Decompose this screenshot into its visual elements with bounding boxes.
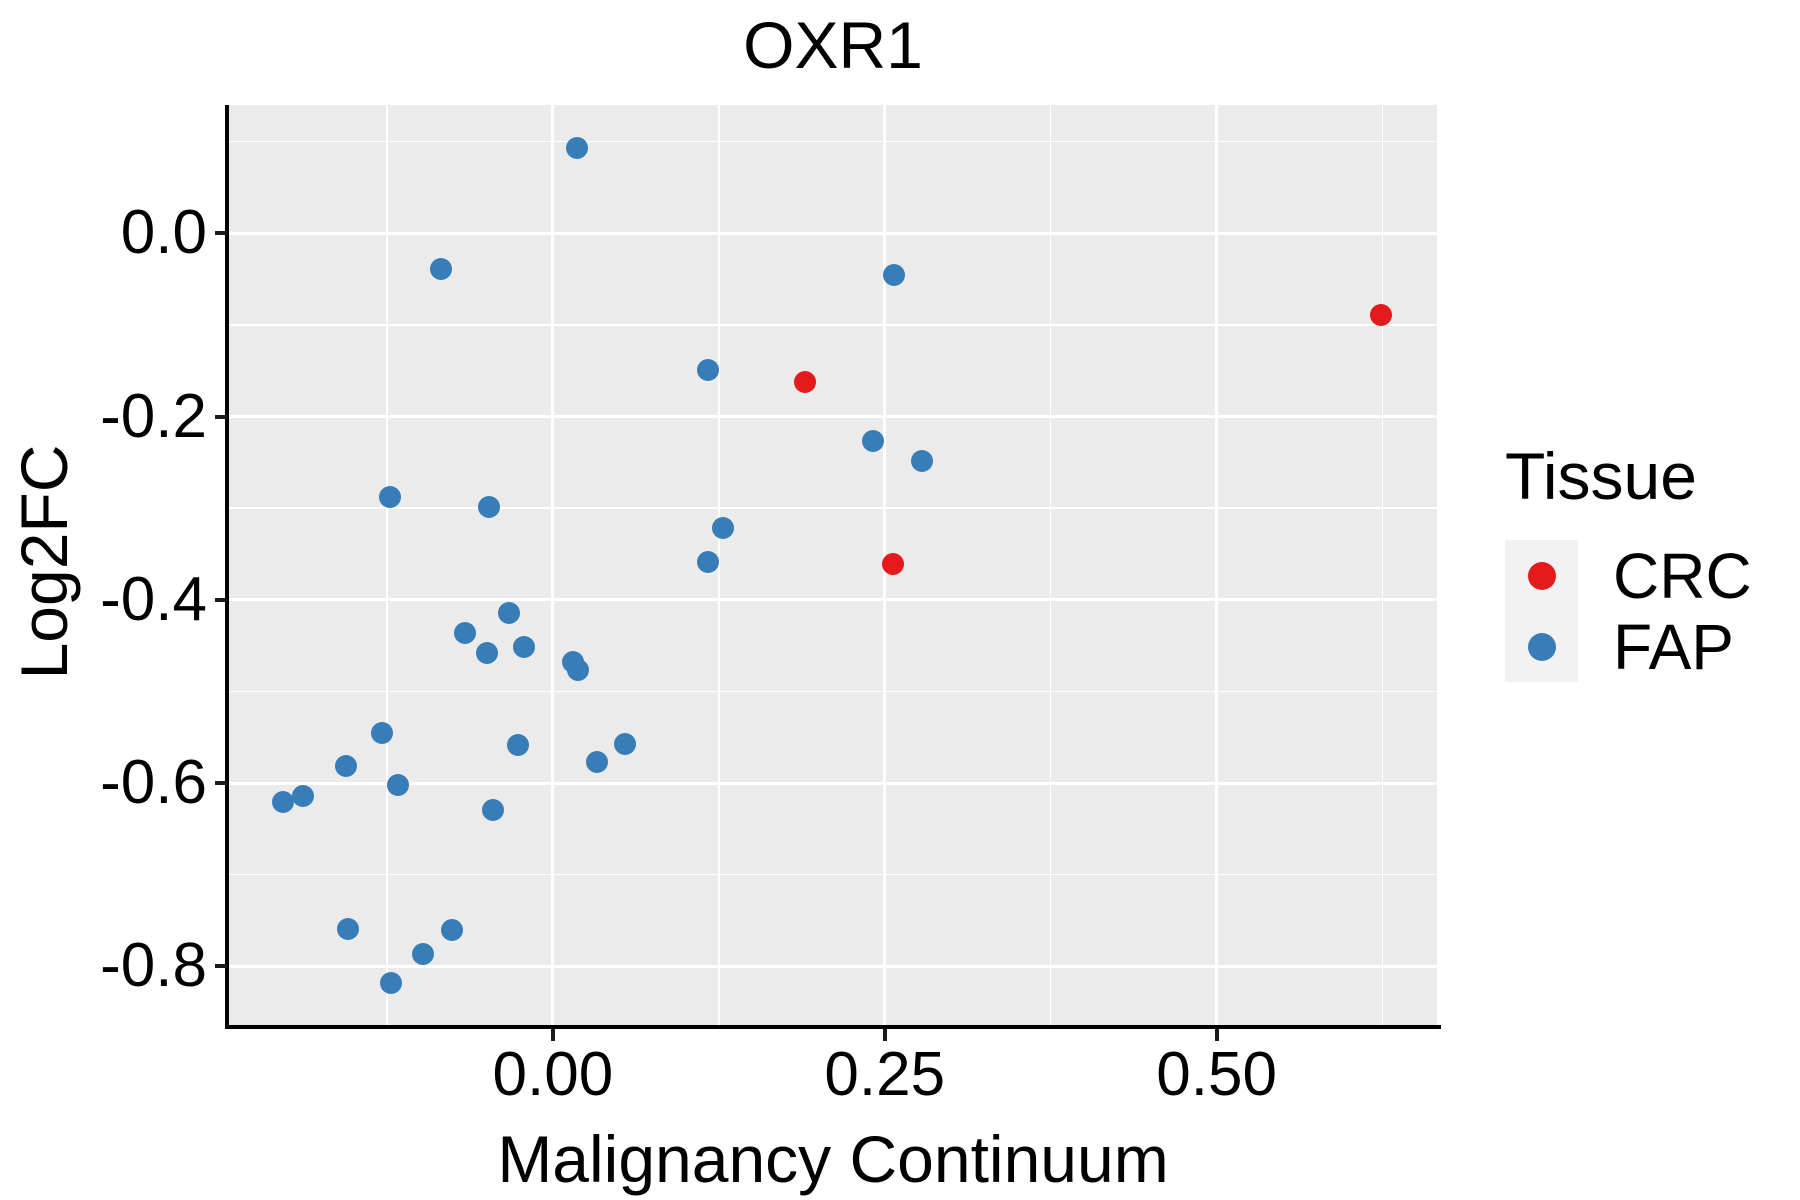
data-point-fap bbox=[378, 486, 401, 509]
major-gridline-y bbox=[229, 231, 1437, 235]
legend-label: CRC bbox=[1613, 539, 1752, 612]
y-tick-label: 0.0 bbox=[120, 198, 207, 268]
plot-panel bbox=[229, 105, 1437, 1025]
data-point-fap bbox=[430, 258, 453, 281]
y-axis-title: Log2FC bbox=[7, 444, 81, 680]
minor-gridline-x bbox=[1049, 105, 1052, 1025]
minor-gridline-x bbox=[386, 105, 388, 1025]
y-tick-mark bbox=[215, 231, 227, 236]
major-gridline-y bbox=[229, 598, 1437, 602]
y-tick-mark bbox=[215, 964, 227, 969]
minor-gridline-y bbox=[229, 873, 1437, 876]
legend-dot-fap bbox=[1527, 632, 1556, 661]
y-tick-label: -0.4 bbox=[100, 564, 207, 634]
data-point-fap bbox=[370, 721, 393, 744]
data-point-fap bbox=[498, 601, 521, 624]
x-axis-title: Malignancy Continuum bbox=[497, 1122, 1169, 1196]
major-gridline-y bbox=[229, 964, 1437, 968]
legend-title: Tissue bbox=[1505, 439, 1697, 513]
legend-entry-crc: CRC bbox=[1505, 540, 1752, 611]
minor-gridline-y bbox=[229, 140, 1437, 143]
legend-entry-fap: FAP bbox=[1505, 611, 1752, 682]
data-point-fap bbox=[379, 971, 402, 994]
data-point-crc bbox=[881, 553, 904, 576]
x-tick-label: 0.00 bbox=[492, 1040, 614, 1109]
data-point-fap bbox=[512, 635, 535, 658]
major-gridline-y bbox=[229, 781, 1437, 785]
data-point-fap bbox=[272, 791, 295, 814]
chart-title: OXR1 bbox=[743, 8, 923, 82]
data-point-crc bbox=[1370, 303, 1393, 326]
major-gridline-x bbox=[551, 105, 555, 1025]
data-point-fap bbox=[910, 450, 933, 473]
data-point-fap bbox=[711, 517, 734, 540]
x-tick-label: 0.50 bbox=[1156, 1040, 1277, 1109]
data-point-fap bbox=[567, 659, 590, 682]
y-tick-label: -0.6 bbox=[100, 748, 207, 818]
x-tick-mark bbox=[550, 1029, 555, 1041]
data-point-fap bbox=[334, 754, 357, 777]
data-point-fap bbox=[585, 751, 608, 773]
data-point-fap bbox=[441, 918, 463, 941]
data-point-fap bbox=[411, 942, 434, 965]
data-point-fap bbox=[697, 551, 720, 574]
data-point-fap bbox=[482, 798, 505, 821]
y-axis-line bbox=[225, 105, 229, 1029]
data-point-fap bbox=[292, 784, 315, 807]
x-tick-label: 0.25 bbox=[824, 1040, 946, 1109]
data-point-fap bbox=[475, 641, 498, 664]
legend: Tissue CRC FAP bbox=[1505, 440, 1752, 682]
minor-gridline-y bbox=[229, 324, 1437, 326]
legend-label: FAP bbox=[1613, 610, 1734, 683]
data-point-crc bbox=[794, 370, 817, 393]
data-point-fap bbox=[613, 732, 636, 755]
x-tick-mark bbox=[1214, 1029, 1219, 1041]
y-tick-label: -0.2 bbox=[100, 381, 207, 451]
x-tick-mark bbox=[882, 1029, 887, 1041]
minor-gridline-x bbox=[1381, 105, 1384, 1025]
legend-entries: CRC FAP bbox=[1505, 540, 1752, 682]
y-tick-mark bbox=[215, 414, 227, 419]
y-tick-mark bbox=[215, 597, 227, 602]
legend-key bbox=[1505, 611, 1578, 682]
data-point-fap bbox=[861, 430, 884, 453]
minor-gridline-x bbox=[718, 105, 720, 1025]
minor-gridline-y bbox=[229, 507, 1437, 509]
data-point-fap bbox=[337, 917, 360, 940]
data-point-fap bbox=[478, 496, 501, 519]
legend-dot-crc bbox=[1527, 561, 1556, 590]
minor-gridline-y bbox=[229, 690, 1437, 693]
data-point-fap bbox=[386, 773, 409, 796]
y-tick-mark bbox=[215, 781, 227, 786]
legend-key bbox=[1505, 540, 1578, 611]
data-point-fap bbox=[454, 621, 477, 644]
data-point-fap bbox=[697, 358, 720, 381]
major-gridline-y bbox=[229, 415, 1437, 419]
data-point-fap bbox=[565, 137, 588, 160]
x-axis-line bbox=[225, 1025, 1441, 1029]
y-tick-label: -0.8 bbox=[100, 931, 207, 1001]
data-point-fap bbox=[507, 733, 530, 756]
data-point-fap bbox=[883, 263, 906, 286]
major-gridline-x bbox=[1215, 105, 1219, 1025]
